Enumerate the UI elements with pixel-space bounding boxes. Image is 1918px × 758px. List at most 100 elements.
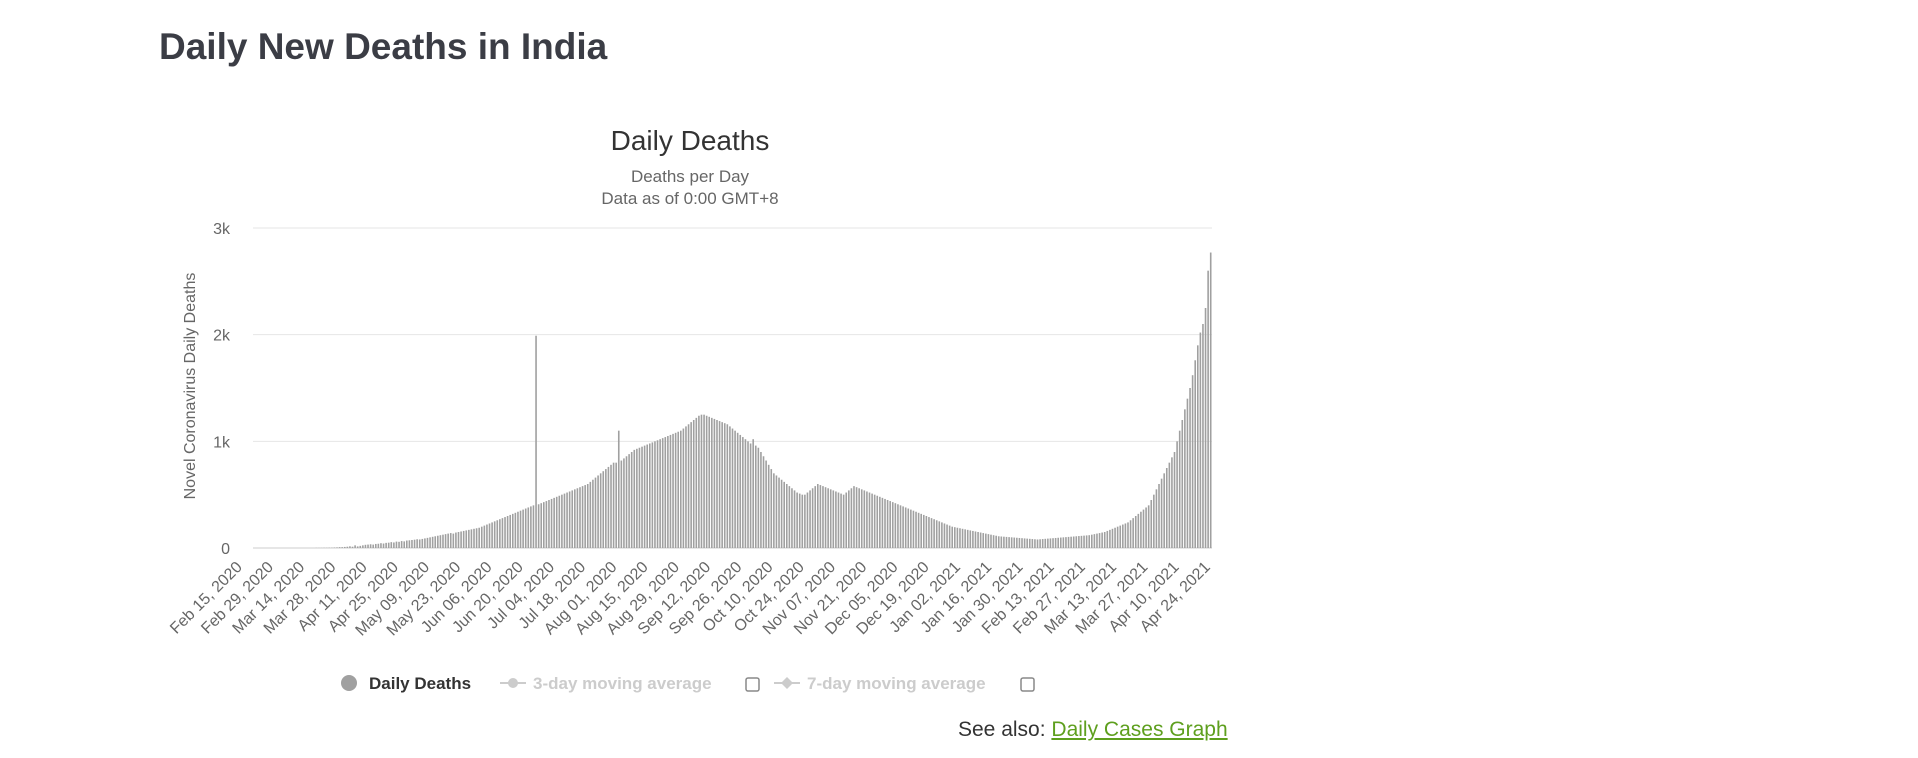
bar[interactable] [434, 536, 437, 548]
bar[interactable] [356, 546, 359, 548]
bar[interactable] [483, 525, 486, 548]
bar[interactable] [1083, 535, 1085, 548]
bar[interactable] [548, 500, 550, 548]
bar[interactable] [341, 547, 343, 548]
bar[interactable] [1036, 539, 1039, 548]
bar[interactable] [460, 531, 462, 548]
bar[interactable] [1116, 526, 1119, 548]
bar[interactable] [499, 519, 501, 548]
bar[interactable] [1129, 520, 1132, 548]
bar[interactable] [736, 432, 739, 548]
bar[interactable] [491, 522, 493, 548]
bar[interactable] [545, 501, 548, 548]
bar[interactable] [617, 430, 620, 548]
bar[interactable] [643, 445, 646, 548]
bar[interactable] [364, 544, 367, 548]
bar[interactable] [568, 491, 571, 548]
bar[interactable] [607, 466, 610, 548]
bar[interactable] [442, 534, 444, 548]
bar[interactable] [897, 504, 899, 548]
bar[interactable] [742, 437, 744, 548]
bar[interactable] [584, 485, 586, 548]
bar[interactable] [346, 546, 349, 548]
bar[interactable] [1124, 523, 1127, 548]
bar[interactable] [819, 485, 822, 548]
bar[interactable] [633, 449, 636, 548]
bar[interactable] [519, 510, 522, 548]
bar[interactable] [574, 489, 576, 548]
bar[interactable] [703, 414, 705, 548]
bar[interactable] [899, 505, 902, 548]
bar[interactable] [530, 506, 532, 548]
bar[interactable] [954, 527, 956, 548]
bar[interactable] [762, 456, 765, 548]
bar[interactable] [455, 532, 457, 548]
bar[interactable] [672, 433, 674, 548]
bar[interactable] [1067, 536, 1070, 548]
bar[interactable] [1150, 500, 1153, 548]
bar[interactable] [804, 494, 806, 548]
bar[interactable] [817, 484, 819, 548]
bar[interactable] [1052, 538, 1054, 548]
bar[interactable] [429, 537, 431, 548]
bar[interactable] [915, 511, 917, 548]
bar[interactable] [1114, 527, 1116, 548]
bar[interactable] [367, 544, 369, 548]
bar[interactable] [667, 436, 669, 548]
bar[interactable] [1111, 528, 1114, 548]
bar[interactable] [1191, 375, 1194, 548]
bar[interactable] [605, 469, 607, 548]
bar[interactable] [674, 432, 677, 548]
bar[interactable] [868, 492, 871, 548]
bar[interactable] [910, 509, 912, 548]
bar[interactable] [1165, 468, 1168, 548]
bar[interactable] [372, 544, 374, 548]
bar[interactable] [1026, 538, 1028, 548]
bar[interactable] [987, 534, 990, 548]
bar[interactable] [682, 428, 685, 548]
bar[interactable] [690, 422, 692, 548]
bar[interactable] [411, 540, 413, 548]
bar[interactable] [956, 527, 959, 548]
bar[interactable] [1034, 539, 1036, 548]
bar[interactable] [362, 545, 364, 548]
bar[interactable] [1163, 473, 1165, 548]
bar[interactable] [1147, 505, 1150, 548]
bar[interactable] [612, 462, 615, 548]
bar[interactable] [889, 501, 891, 548]
bar[interactable] [654, 441, 656, 548]
bar[interactable] [925, 516, 928, 548]
bar[interactable] [333, 547, 336, 548]
bar[interactable] [1023, 538, 1026, 548]
bar[interactable] [770, 469, 773, 548]
bar[interactable] [941, 522, 943, 548]
bar[interactable] [576, 488, 579, 548]
bar[interactable] [760, 452, 762, 548]
bar[interactable] [716, 420, 718, 548]
bar[interactable] [475, 528, 478, 548]
bar[interactable] [832, 490, 835, 548]
bar[interactable] [982, 533, 985, 548]
bar[interactable] [1176, 441, 1178, 548]
bar[interactable] [687, 424, 690, 548]
bar[interactable] [1028, 538, 1031, 548]
bar[interactable] [860, 489, 863, 548]
bar[interactable] [602, 471, 605, 548]
bar[interactable] [1000, 536, 1003, 548]
bar[interactable] [597, 475, 599, 548]
bar[interactable] [527, 507, 530, 548]
bar[interactable] [801, 494, 804, 548]
bar[interactable] [646, 444, 648, 548]
bar[interactable] [465, 530, 468, 548]
bar[interactable] [586, 484, 589, 548]
bar[interactable] [1137, 513, 1140, 548]
bar[interactable] [1003, 536, 1005, 548]
checkbox-7day[interactable] [1020, 677, 1035, 692]
bar[interactable] [496, 520, 499, 548]
bar[interactable] [537, 504, 540, 548]
bar[interactable] [1160, 478, 1163, 548]
bar[interactable] [1054, 537, 1057, 548]
bar[interactable] [1140, 511, 1142, 548]
bar[interactable] [850, 488, 853, 548]
bar[interactable] [1145, 507, 1147, 548]
